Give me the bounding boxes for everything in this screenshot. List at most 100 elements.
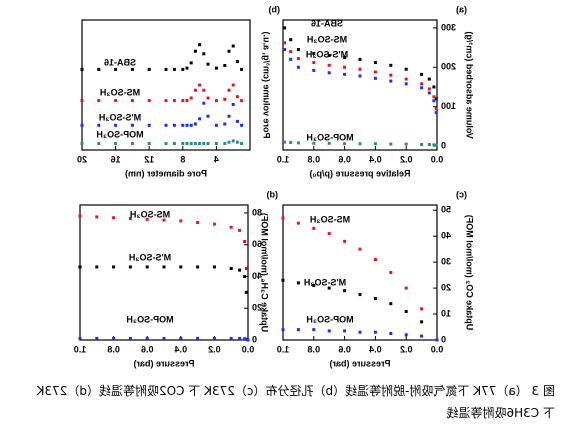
y-tick-label: 0 [441, 334, 446, 344]
data-point [343, 55, 347, 59]
data-point [112, 216, 116, 220]
data-point [78, 336, 82, 340]
data-point [243, 240, 247, 244]
data-point [202, 52, 206, 56]
data-point [243, 337, 247, 341]
data-point [244, 337, 248, 341]
data-point [185, 123, 189, 127]
data-point [427, 87, 431, 91]
data-point [223, 64, 227, 67]
data-point [296, 57, 300, 61]
data-point [343, 72, 347, 76]
data-point [189, 123, 193, 127]
data-point [114, 99, 118, 103]
data-point [223, 97, 227, 101]
data-point [179, 219, 183, 223]
data-point [432, 85, 436, 89]
data-point [434, 107, 438, 111]
data-point [389, 79, 393, 83]
y-tick-label: 200 [441, 62, 456, 72]
data-point [312, 141, 316, 145]
data-point [212, 336, 216, 340]
data-point [78, 214, 82, 218]
data-point [229, 336, 233, 340]
data-point [432, 143, 436, 147]
data-point [202, 101, 206, 105]
series-label: MOP-SO₃H [306, 132, 353, 142]
data-point [238, 336, 242, 340]
data-point [147, 123, 151, 127]
data-point [202, 88, 206, 92]
series-label: M'S-SO₃H [129, 252, 171, 262]
data-point [420, 86, 424, 90]
y-axis-label: Uptake CO₂ (mol/mol MOF) [465, 215, 475, 331]
data-point [296, 48, 300, 52]
data-point [343, 329, 347, 333]
x-tick-label: 0.2 [208, 344, 221, 354]
x-axis-label: Pressure (bar) [133, 358, 194, 368]
data-point [240, 142, 244, 145]
data-point [231, 103, 235, 106]
data-point [223, 142, 227, 145]
data-point [240, 123, 244, 127]
data-point [296, 141, 300, 145]
x-tick-label: 0.6 [338, 154, 351, 164]
x-tick-label: 0.0 [431, 154, 444, 164]
caption-line: 图 3 （a）77K 下氮气吸附-脱附等温线（b）孔径分布（c）273K 下 C… [36, 384, 555, 398]
data-point [427, 77, 431, 81]
data-point [97, 99, 101, 103]
data-point [427, 142, 431, 146]
data-point [296, 65, 300, 69]
x-tick-label: 0.4 [175, 344, 188, 354]
data-point [404, 82, 408, 86]
x-tick-label: 0.2 [400, 154, 413, 164]
data-point [172, 123, 176, 127]
y-tick-label: 40 [441, 231, 451, 241]
data-point [289, 50, 293, 54]
data-point [227, 49, 231, 53]
x-tick-label: 16 [111, 154, 121, 164]
data-point [231, 139, 235, 143]
data-point [240, 67, 244, 71]
data-point [229, 225, 233, 229]
x-tick-label: 0.0 [242, 344, 255, 354]
data-point [235, 95, 239, 99]
data-point [358, 142, 362, 146]
data-point [227, 140, 231, 144]
y-tick-label: 20 [252, 303, 262, 313]
data-point [164, 99, 168, 103]
data-point [389, 63, 393, 67]
data-point [179, 336, 183, 340]
x-tick-label: 1.0 [74, 344, 87, 354]
data-point [246, 338, 250, 342]
x-tick-label: 0.6 [141, 344, 154, 354]
series-label: SBA-16 [311, 18, 343, 28]
data-point [283, 48, 287, 52]
plot-frame [282, 19, 438, 151]
caption-line: 下 C3H6吸附等温线 [446, 406, 556, 420]
data-point [373, 330, 377, 334]
data-point [358, 74, 362, 78]
data-point [80, 67, 84, 71]
data-point [198, 117, 202, 121]
data-point [281, 278, 285, 282]
panel-label: (d) [267, 189, 279, 199]
data-point [162, 218, 166, 222]
data-point [283, 26, 287, 30]
data-point [196, 336, 200, 340]
chart: (a) Relative pressure (p/p₀) Volume adsorb… [74, 4, 475, 368]
data-point [80, 99, 84, 103]
data-point [327, 286, 331, 290]
data-point [223, 122, 227, 126]
data-point [172, 67, 176, 71]
y-tick-label: 10 [441, 308, 451, 318]
y-tick-label: 80 [252, 207, 262, 217]
data-point [114, 67, 118, 71]
data-point [112, 336, 116, 340]
data-point [244, 290, 248, 294]
data-point [281, 216, 285, 220]
y-tick-label: 0 [441, 140, 446, 150]
data-point [312, 68, 316, 72]
data-point [181, 99, 185, 103]
